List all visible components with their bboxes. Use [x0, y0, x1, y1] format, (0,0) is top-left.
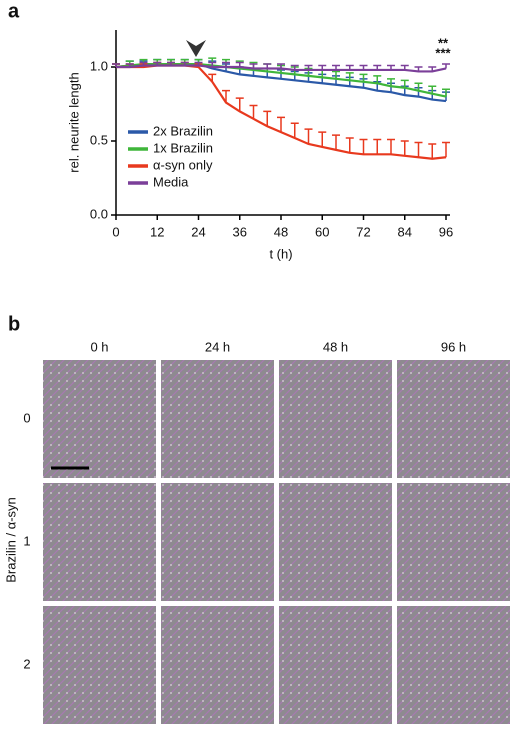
- legend-label: 2x Brazilin: [153, 123, 213, 138]
- panel-label: a: [8, 0, 20, 22]
- micrograph: [161, 483, 274, 601]
- y-axis-label: rel. neurite length: [66, 72, 81, 172]
- micrograph: [397, 606, 510, 724]
- error-bar: [345, 137, 354, 153]
- micrograph: [43, 360, 156, 478]
- column-header: 24 h: [205, 339, 230, 354]
- error-bar: [442, 141, 450, 158]
- error-bar: [359, 138, 368, 155]
- error-bar: [400, 79, 409, 88]
- micrograph: [43, 483, 156, 601]
- error-bar: [332, 70, 340, 79]
- micrograph: [397, 360, 510, 478]
- error-bar: [318, 131, 327, 147]
- micrograph: [279, 606, 392, 724]
- y-tick-label: 0.0: [90, 206, 108, 221]
- micrograph: [161, 606, 274, 724]
- micrograph: [279, 483, 392, 601]
- micrograph: [279, 360, 392, 478]
- error-bar: [345, 72, 354, 81]
- significance: **: [438, 35, 449, 50]
- error-bar: [263, 110, 272, 127]
- x-tick-label: 36: [233, 224, 247, 239]
- micrograph: [397, 483, 510, 601]
- error-bar: [304, 128, 313, 144]
- error-bar: [414, 141, 423, 158]
- row-label: 0: [23, 410, 30, 425]
- x-tick-label: 72: [356, 224, 370, 239]
- significance: ***: [435, 45, 451, 60]
- row-label: 2: [23, 656, 30, 671]
- series-line: [116, 64, 447, 73]
- error-bar: [332, 134, 340, 150]
- micrograph: [161, 360, 274, 478]
- error-bar: [400, 140, 409, 156]
- x-tick-label: 24: [191, 224, 205, 239]
- error-bar: [290, 122, 299, 139]
- legend-label: α-syn only: [153, 157, 213, 172]
- error-bar: [442, 88, 450, 97]
- error-bar: [428, 85, 437, 94]
- column-header: 96 h: [441, 339, 466, 354]
- y-tick-label: 1.0: [90, 58, 108, 73]
- error-bar: [249, 104, 258, 119]
- error-bar: [373, 75, 382, 84]
- arrowhead: [186, 40, 206, 57]
- error-bar: [373, 138, 382, 155]
- x-tick-label: 60: [315, 224, 329, 239]
- x-tick-label: 12: [150, 224, 164, 239]
- error-bar: [414, 82, 423, 91]
- error-bar: [387, 138, 395, 155]
- x-tick-label: 96: [439, 224, 453, 239]
- row-label: 1: [23, 533, 30, 548]
- error-bar: [359, 73, 368, 82]
- legend-label: 1x Brazilin: [153, 140, 213, 155]
- error-bar: [235, 97, 244, 112]
- panel-label: b: [8, 313, 20, 335]
- error-bar: [428, 143, 437, 159]
- legend-label: Media: [153, 174, 189, 189]
- x-axis-label: t (h): [269, 246, 292, 261]
- column-header: 0 h: [90, 339, 108, 354]
- error-bar: [387, 78, 395, 87]
- x-tick-label: 84: [398, 224, 412, 239]
- row-axis-label: Brazilin / α-syn: [3, 497, 18, 583]
- micrograph: [43, 606, 156, 724]
- error-bar: [442, 63, 450, 69]
- x-tick-label: 0: [112, 224, 119, 239]
- column-header: 48 h: [323, 339, 348, 354]
- y-tick-label: 0.5: [90, 132, 108, 147]
- x-tick-label: 48: [274, 224, 288, 239]
- error-bar: [277, 116, 285, 133]
